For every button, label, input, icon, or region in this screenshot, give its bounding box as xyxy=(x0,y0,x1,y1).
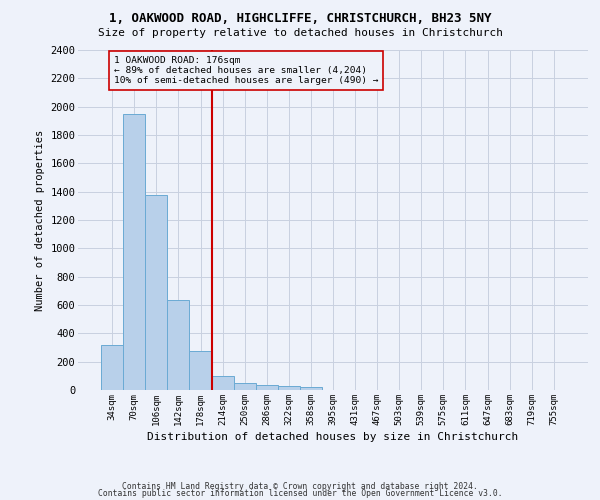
Text: 1 OAKWOOD ROAD: 176sqm
← 89% of detached houses are smaller (4,204)
10% of semi-: 1 OAKWOOD ROAD: 176sqm ← 89% of detached… xyxy=(114,56,379,86)
Y-axis label: Number of detached properties: Number of detached properties xyxy=(35,130,44,310)
Text: Size of property relative to detached houses in Christchurch: Size of property relative to detached ho… xyxy=(97,28,503,38)
Bar xyxy=(212,376,233,390)
Bar xyxy=(167,300,190,390)
Text: Contains public sector information licensed under the Open Government Licence v3: Contains public sector information licen… xyxy=(98,490,502,498)
X-axis label: Distribution of detached houses by size in Christchurch: Distribution of detached houses by size … xyxy=(148,432,518,442)
Bar xyxy=(256,386,278,390)
Text: 1, OAKWOOD ROAD, HIGHCLIFFE, CHRISTCHURCH, BH23 5NY: 1, OAKWOOD ROAD, HIGHCLIFFE, CHRISTCHURC… xyxy=(109,12,491,26)
Bar xyxy=(233,383,256,390)
Bar xyxy=(123,114,145,390)
Bar xyxy=(300,387,322,390)
Bar xyxy=(101,346,123,390)
Bar xyxy=(190,351,212,390)
Bar xyxy=(145,194,167,390)
Text: Contains HM Land Registry data © Crown copyright and database right 2024.: Contains HM Land Registry data © Crown c… xyxy=(122,482,478,491)
Bar xyxy=(278,386,300,390)
